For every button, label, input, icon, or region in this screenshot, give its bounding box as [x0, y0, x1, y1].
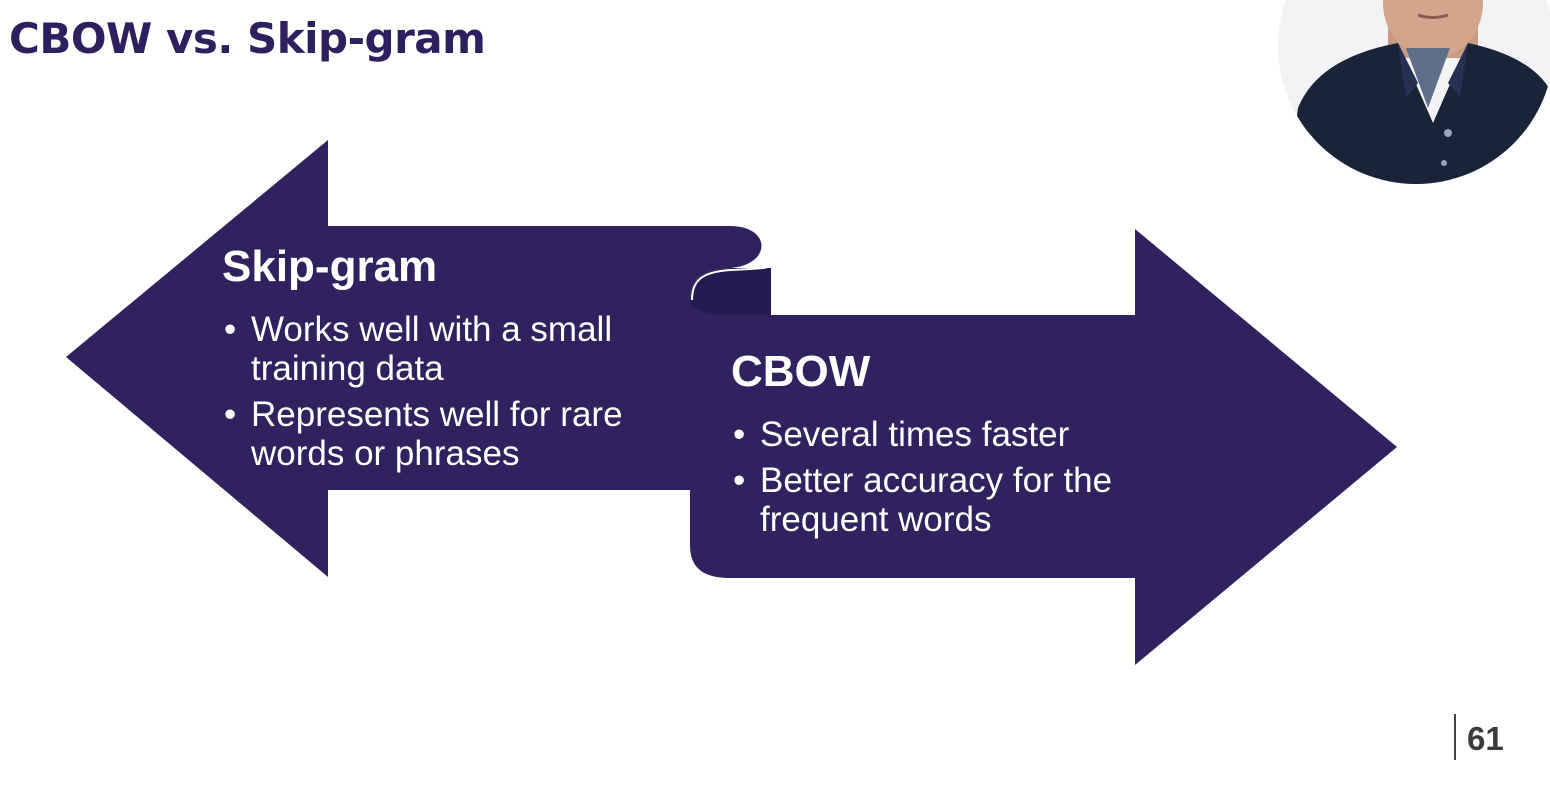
- list-item: Represents well for rare words or phrase…: [222, 395, 682, 473]
- ribbon-fold: [690, 268, 771, 315]
- cbow-points: Several times faster Better accuracy for…: [731, 415, 1191, 539]
- skip-gram-points: Works well with a small training data Re…: [222, 310, 682, 473]
- slide-title: CBOW vs. Skip-gram: [9, 14, 486, 63]
- list-item: Several times faster: [731, 415, 1191, 454]
- skip-gram-heading: Skip-gram: [222, 242, 438, 291]
- ribbon-fold-edge: [691, 261, 772, 301]
- list-item: Works well with a small training data: [222, 310, 682, 388]
- page-number-divider: [1454, 714, 1456, 760]
- skip-gram-panel: Skip-gram Works well with a small traini…: [222, 245, 682, 480]
- page-number: 61: [1467, 720, 1504, 757]
- cbow-panel: CBOW Several times faster Better accurac…: [731, 350, 1191, 546]
- list-item: Better accuracy for the frequent words: [731, 461, 1191, 539]
- cbow-heading: CBOW: [731, 347, 871, 396]
